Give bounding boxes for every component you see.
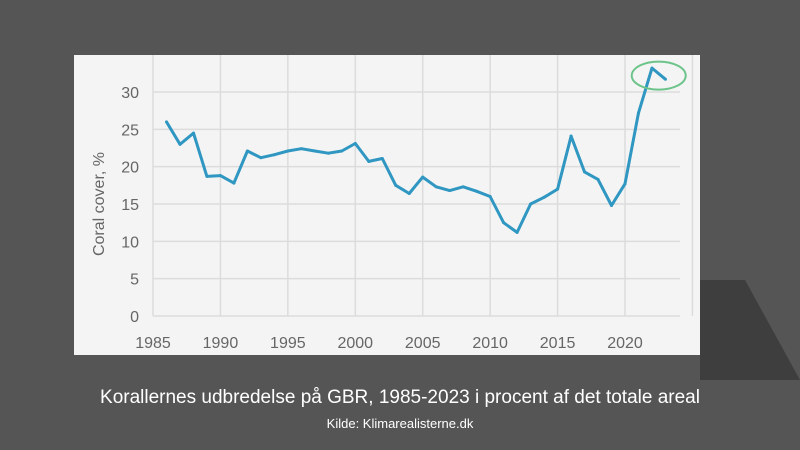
- x-tick-label: 1990: [203, 335, 239, 352]
- data-point: [164, 120, 168, 124]
- data-point: [326, 151, 330, 155]
- coral-cover-chart: 0 5 10 15 20 25 30 1985 1990 1995 2000 2005 2010 2015…: [91, 55, 694, 352]
- caption-source: Kilde: Klimarealisterne.dk: [326, 416, 474, 431]
- data-point: [272, 153, 276, 157]
- data-point: [353, 142, 357, 146]
- y-tick-label: 10: [121, 234, 139, 251]
- x-tick-label: 2005: [405, 335, 441, 352]
- y-axis-label: Coral cover, %: [91, 152, 108, 256]
- data-point: [488, 195, 492, 199]
- data-point: [178, 142, 182, 146]
- data-point: [434, 185, 438, 189]
- data-point: [475, 189, 479, 193]
- x-tick-label: 2020: [607, 335, 643, 352]
- data-point: [448, 189, 452, 193]
- x-tick-label: 1995: [270, 335, 306, 352]
- data-point: [596, 177, 600, 181]
- y-tick-label: 20: [121, 160, 139, 177]
- highlight-circle: [630, 60, 687, 91]
- data-point: [259, 156, 263, 160]
- y-tick-label: 30: [121, 85, 139, 102]
- x-tick-label: 2000: [337, 335, 373, 352]
- data-point: [286, 149, 290, 153]
- data-point: [205, 174, 209, 178]
- data-point: [515, 230, 519, 234]
- data-point: [542, 195, 546, 199]
- y-tick-label: 15: [121, 197, 139, 214]
- data-point: [313, 149, 317, 153]
- y-tick-label: 0: [130, 309, 139, 326]
- data-point: [623, 182, 627, 186]
- y-tick-label: 5: [130, 272, 139, 289]
- data-point: [367, 159, 371, 163]
- data-point: [556, 187, 560, 191]
- x-tick-label: 2010: [472, 335, 508, 352]
- data-point: [380, 156, 384, 160]
- series-line: [165, 66, 667, 234]
- data-point: [502, 221, 506, 225]
- data-point: [529, 202, 533, 206]
- data-point: [299, 147, 303, 151]
- data-point: [191, 131, 195, 135]
- data-point: [636, 111, 640, 115]
- data-point: [569, 134, 573, 138]
- caption-title: Korallernes udbredelse på GBR, 1985-2023…: [100, 387, 700, 408]
- chart-panel: 0 5 10 15 20 25 30 1985 1990 1995 2000 2005 2010 2015…: [74, 55, 700, 355]
- y-tick-label: 25: [121, 122, 139, 139]
- data-point: [663, 77, 667, 81]
- data-point: [340, 149, 344, 153]
- x-tick-label: 1985: [135, 335, 171, 352]
- panel-shadow: [700, 280, 800, 380]
- data-point: [650, 66, 654, 70]
- data-point: [407, 192, 411, 196]
- x-tick-label: 2015: [540, 335, 576, 352]
- data-point: [245, 149, 249, 153]
- data-point: [583, 170, 587, 174]
- data-point: [232, 181, 236, 185]
- data-point: [421, 175, 425, 179]
- data-point: [610, 203, 614, 207]
- data-point: [394, 183, 398, 187]
- data-point: [218, 174, 222, 178]
- data-point: [461, 185, 465, 189]
